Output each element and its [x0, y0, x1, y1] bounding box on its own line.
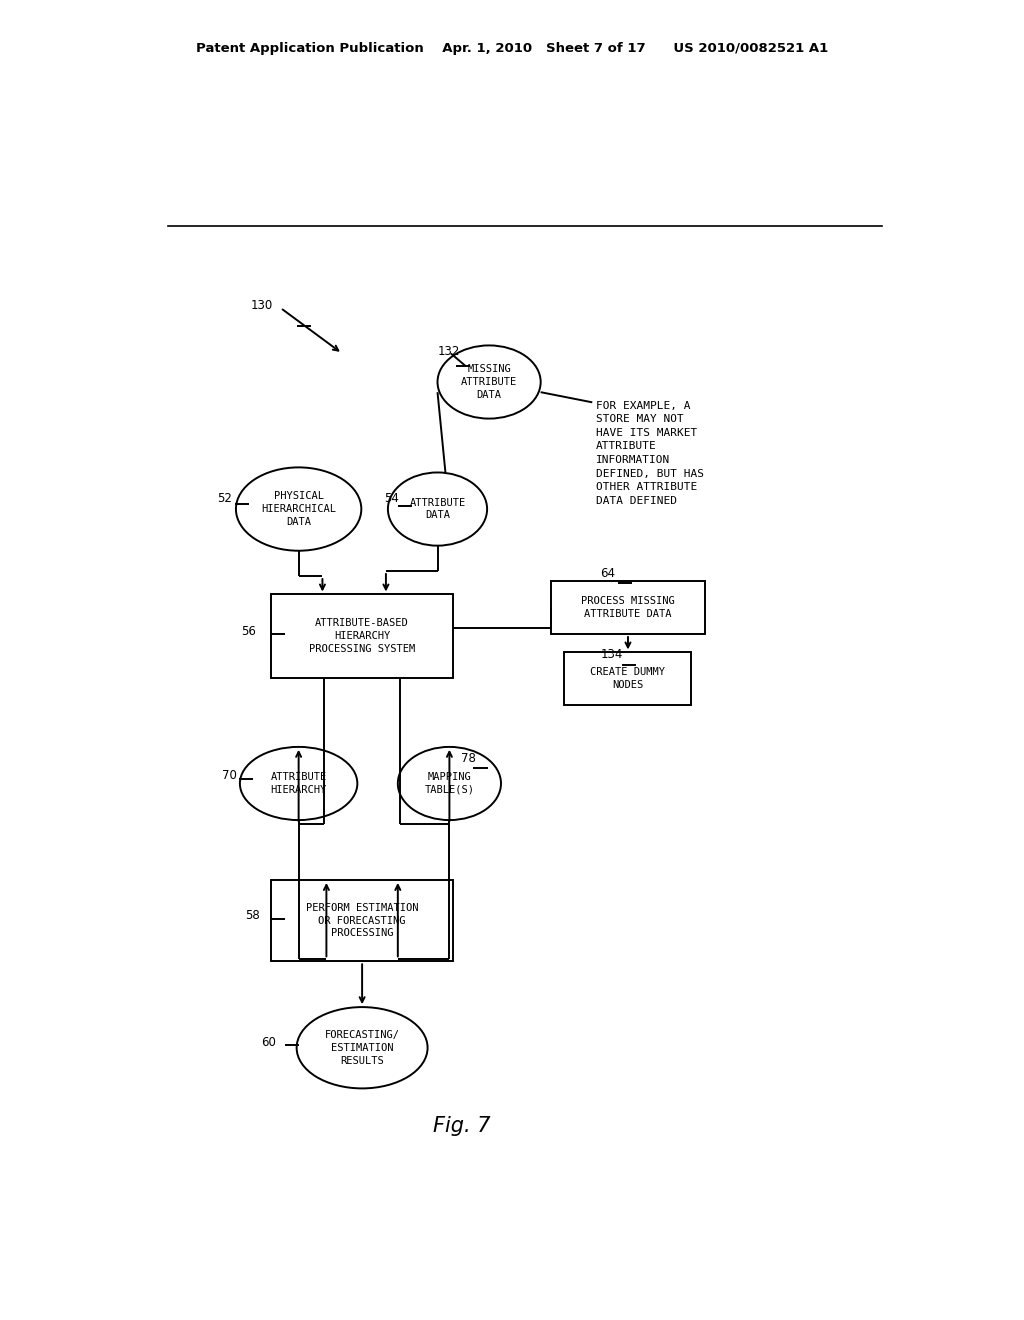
- Text: CREATE DUMMY
NODES: CREATE DUMMY NODES: [591, 668, 666, 690]
- Text: PERFORM ESTIMATION
OR FORECASTING
PROCESSING: PERFORM ESTIMATION OR FORECASTING PROCES…: [306, 903, 419, 939]
- Text: 64: 64: [600, 566, 615, 579]
- Text: 58: 58: [246, 909, 260, 923]
- Text: FORECASTING/
ESTIMATION
RESULTS: FORECASTING/ ESTIMATION RESULTS: [325, 1030, 399, 1065]
- Text: 134: 134: [600, 648, 623, 661]
- Text: 54: 54: [384, 492, 399, 506]
- Text: Fig. 7: Fig. 7: [432, 1115, 490, 1137]
- Text: MISSING
ATTRIBUTE
DATA: MISSING ATTRIBUTE DATA: [461, 364, 517, 400]
- Text: MAPPING
TABLE(S): MAPPING TABLE(S): [424, 772, 474, 795]
- Text: Patent Application Publication    Apr. 1, 2010   Sheet 7 of 17      US 2010/0082: Patent Application Publication Apr. 1, 2…: [196, 42, 828, 55]
- Text: ATTRIBUTE-BASED
HIERARCHY
PROCESSING SYSTEM: ATTRIBUTE-BASED HIERARCHY PROCESSING SYS…: [309, 618, 416, 653]
- Text: 70: 70: [221, 768, 237, 781]
- Text: 60: 60: [261, 1036, 276, 1049]
- Text: 52: 52: [217, 492, 231, 506]
- Text: 56: 56: [241, 624, 256, 638]
- Text: PROCESS MISSING
ATTRIBUTE DATA: PROCESS MISSING ATTRIBUTE DATA: [581, 597, 675, 619]
- Text: ATTRIBUTE
HIERARCHY: ATTRIBUTE HIERARCHY: [270, 772, 327, 795]
- Text: ATTRIBUTE
DATA: ATTRIBUTE DATA: [410, 498, 466, 520]
- Text: 78: 78: [461, 751, 476, 764]
- Text: FOR EXAMPLE, A
STORE MAY NOT
HAVE ITS MARKET
ATTRIBUTE
INFORMATION
DEFINED, BUT : FOR EXAMPLE, A STORE MAY NOT HAVE ITS MA…: [596, 400, 705, 506]
- Text: 132: 132: [437, 345, 460, 358]
- Text: 130: 130: [251, 300, 273, 313]
- Text: PHYSICAL
HIERARCHICAL
DATA: PHYSICAL HIERARCHICAL DATA: [261, 491, 336, 527]
